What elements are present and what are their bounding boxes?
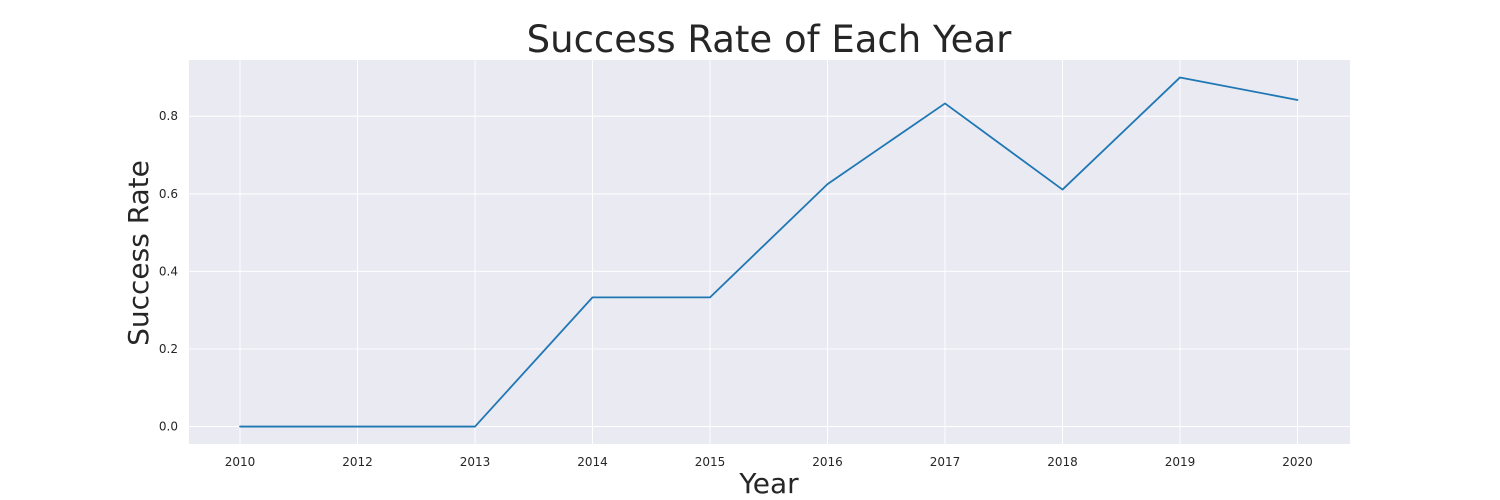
x-axis-title: Year — [738, 467, 799, 500]
y-axis-title: Success Rate — [122, 160, 155, 346]
x-axis-ticks: 2010 2012 2013 2014 2015 2016 2017 2018 2019 2020 — [225, 455, 1313, 469]
x-tick-label: 2016 — [812, 455, 843, 469]
x-tick-label: 2012 — [342, 455, 373, 469]
x-tick-label: 2017 — [930, 455, 961, 469]
x-tick-label: 2010 — [225, 455, 256, 469]
chart-title: Success Rate of Each Year — [527, 18, 1012, 61]
x-tick-label: 2019 — [1165, 455, 1196, 469]
y-tick-label: 0.6 — [159, 187, 178, 201]
x-tick-label: 2020 — [1282, 455, 1313, 469]
success-rate-line — [239, 76, 1299, 428]
y-tick-label: 0.4 — [159, 264, 178, 278]
series-layer — [239, 76, 1299, 428]
y-tick-label: 0.0 — [159, 420, 178, 434]
x-tick-label: 2013 — [460, 455, 491, 469]
x-tick-label: 2014 — [577, 455, 608, 469]
plot-area — [189, 60, 1350, 444]
y-axis-ticks: 0.0 0.2 0.4 0.6 0.8 — [159, 109, 178, 433]
x-tick-label: 2015 — [695, 455, 726, 469]
x-tick-label: 2018 — [1047, 455, 1078, 469]
y-tick-label: 0.2 — [159, 342, 178, 356]
y-tick-label: 0.8 — [159, 109, 178, 123]
